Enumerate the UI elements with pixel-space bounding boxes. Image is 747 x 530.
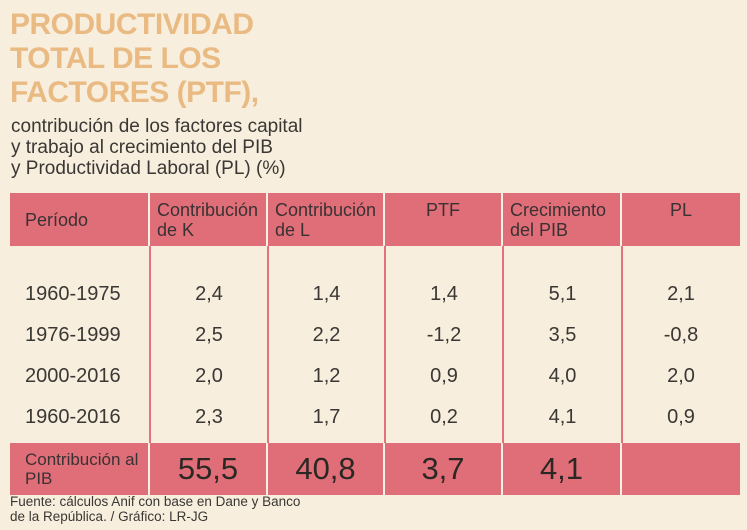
table-row: 1960-2016 2,3 1,7 0,2 4,1 0,9	[10, 397, 740, 438]
value-cell-l: 2,2	[312, 324, 341, 346]
title-line-1: PRODUCTIVIDAD	[10, 8, 254, 41]
chart-subtitle: contribución de los factores capital y t…	[11, 116, 303, 179]
table-row: 1976-1999 2,5 2,2 -1,2 3,5 -0,8	[10, 315, 740, 356]
table-header-row: Período Contribución de K Contribución d…	[10, 193, 740, 246]
value-cell-pl: 0,9	[667, 406, 695, 428]
value-cell-ptf: 1,4	[430, 283, 458, 305]
header-pl: PL	[622, 193, 740, 246]
total-label: Contribución al PIB	[10, 443, 150, 495]
period-cell: 1976-1999	[25, 324, 121, 346]
column-divider	[621, 246, 623, 443]
total-value-ptf: 3,7	[385, 443, 503, 495]
source-note: Fuente: cálculos Anif con base en Dane y…	[10, 494, 300, 524]
value-cell-pib: 4,1	[548, 406, 577, 428]
value-cell-l: 1,7	[312, 406, 341, 428]
header-period: Período	[10, 193, 150, 246]
period-cell: 1960-2016	[25, 406, 121, 428]
total-value-k: 55,5	[150, 443, 268, 495]
header-ptf: PTF	[385, 193, 503, 246]
value-cell-l: 1,2	[312, 365, 341, 387]
column-divider	[384, 246, 386, 443]
subtitle-line-3: y Productividad Laboral (PL) (%)	[11, 158, 286, 179]
column-divider	[149, 246, 151, 443]
subtitle-line-1: contribución de los factores capital	[11, 116, 303, 137]
chart-title: PRODUCTIVIDAD TOTAL DE LOS FACTORES (PTF…	[10, 8, 259, 110]
value-cell-k: 2,0	[195, 365, 223, 387]
period-cell: 1960-1975	[25, 283, 121, 305]
title-line-2: TOTAL DE LOS	[10, 42, 221, 75]
subtitle-line-2: y trabajo al crecimiento del PIB	[11, 137, 273, 158]
value-cell-ptf: 0,2	[430, 406, 458, 428]
source-line-2: de la República. / Gráfico: LR-JG	[10, 509, 209, 524]
header-contribucion-l: Contribución de L	[268, 193, 385, 246]
table-row: 1960-1975 2,4 1,4 1,4 5,1 2,1	[10, 274, 740, 315]
total-value-l: 40,8	[268, 443, 385, 495]
column-divider	[502, 246, 504, 443]
value-cell-k: 2,3	[195, 406, 223, 428]
column-divider	[267, 246, 269, 443]
value-cell-pib: 3,5	[548, 324, 577, 346]
value-cell-pib: 5,1	[548, 283, 577, 305]
value-cell-ptf: 0,9	[430, 365, 458, 387]
source-line-1: Fuente: cálculos Anif con base en Dane y…	[10, 494, 301, 509]
total-value-pib: 4,1	[503, 443, 622, 495]
data-table: Período Contribución de K Contribución d…	[10, 193, 740, 495]
value-cell-pl: 2,0	[667, 365, 695, 387]
value-cell-pl: -0,8	[663, 324, 699, 346]
header-contribucion-k: Contribución de K	[150, 193, 268, 246]
period-cell: 2000-2016	[25, 365, 121, 387]
value-cell-k: 2,5	[195, 324, 223, 346]
table-row: 2000-2016 2,0 1,2 0,9 4,0 2,0	[10, 356, 740, 397]
total-value-pl	[622, 443, 740, 495]
value-cell-pl: 2,1	[667, 283, 695, 305]
table-body: 1960-1975 2,4 1,4 1,4 5,1 2,1 1976-1999 …	[10, 246, 740, 443]
table-total-row: Contribución al PIB 55,5 40,8 3,7 4,1	[10, 443, 740, 495]
header-crecimiento-pib: Crecimiento del PIB	[503, 193, 622, 246]
value-cell-pib: 4,0	[548, 365, 577, 387]
value-cell-ptf: -1,2	[426, 324, 462, 346]
value-cell-l: 1,4	[312, 283, 341, 305]
value-cell-k: 2,4	[195, 283, 223, 305]
title-line-3: FACTORES (PTF),	[10, 76, 259, 109]
